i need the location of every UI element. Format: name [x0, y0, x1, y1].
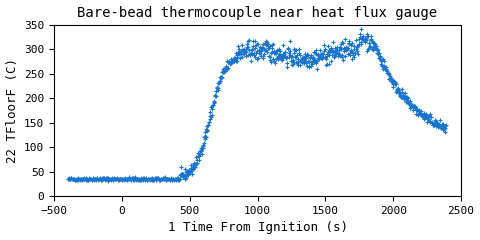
- X-axis label: 1 Time From Ignition (s): 1 Time From Ignition (s): [168, 222, 348, 234]
- Y-axis label: 22 TFloorF (C): 22 TFloorF (C): [6, 58, 19, 163]
- Title: Bare-bead thermocouple near heat flux gauge: Bare-bead thermocouple near heat flux ga…: [77, 6, 438, 19]
